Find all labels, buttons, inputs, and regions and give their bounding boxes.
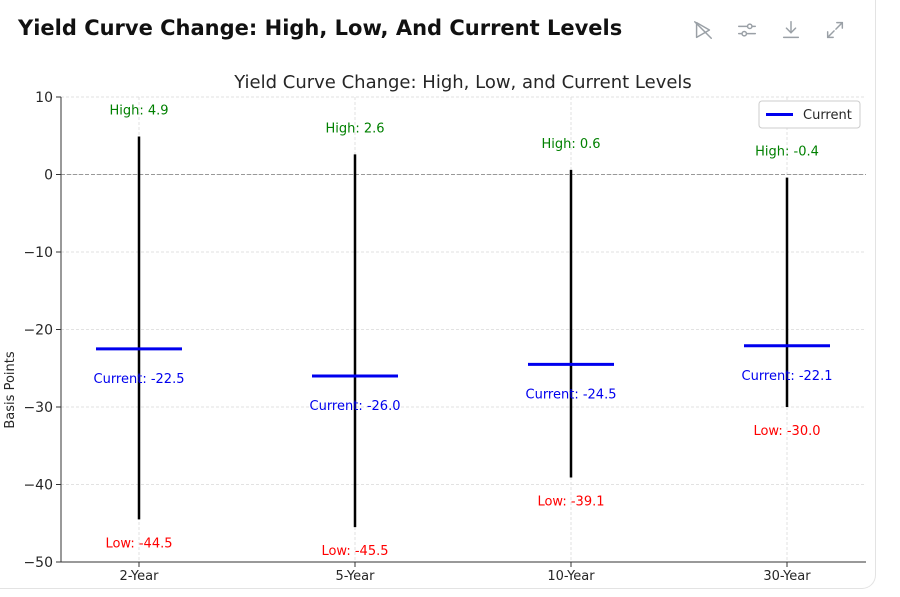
legend-current-label: Current [803,108,852,123]
x-tick-label: 10-Year [547,569,595,584]
chart: Yield Curve Change: High, Low, and Curre… [3,72,866,584]
settings-sliders-icon [738,23,756,37]
x-tick-label: 2-Year [120,569,160,584]
y-tick-label: −10 [23,245,53,261]
y-tick-label: 10 [35,90,53,106]
legend: Current [758,100,861,129]
y-tick-label: 0 [44,168,53,184]
hide-code-button[interactable] [688,16,718,44]
high-label: High: 4.9 [109,104,168,119]
download-icon [782,21,800,39]
y-tick-label: −50 [23,555,53,571]
current-label: Current: -22.5 [94,372,185,387]
y-axis-label: Basis Points [3,351,18,428]
low-label: Low: -45.5 [321,544,388,559]
current-label: Current: -22.1 [742,369,833,384]
low-label: Low: -44.5 [105,536,172,551]
current-label: Current: -24.5 [526,387,617,402]
legend-box [758,100,861,129]
x-tick-label: 30-Year [763,569,811,584]
chart-title: Yield Curve Change: High, Low, and Curre… [233,72,692,93]
axes-layer: 10 0 −10 −20 −30 −40 −50 2-Year 5-Year 10-Year 30-… [23,90,866,584]
chart-card: Yield Curve Change: High, Low, And Curre… [0,0,876,589]
high-label: High: -0.4 [755,145,819,160]
expand-icon [826,21,844,39]
settings-button[interactable] [732,16,762,44]
page-title: Yield Curve Change: High, Low, And Curre… [18,16,623,40]
low-label: Low: -39.1 [537,495,604,510]
y-tick-label: −20 [23,323,53,339]
high-label: High: 0.6 [541,137,600,152]
current-label: Current: -26.0 [310,399,401,414]
high-label: High: 2.6 [325,121,384,136]
y-tick-label: −40 [23,478,53,494]
x-tick-label: 5-Year [336,569,376,584]
grid-layer [61,96,866,563]
hide-code-icon [694,21,712,39]
chart-toolbar [688,16,850,44]
low-label: Low: -30.0 [753,424,820,439]
expand-button[interactable] [820,16,850,44]
marks-layer: High: 4.9 Low: -44.5 Current: -22.5 High: 2… [94,104,833,560]
download-button[interactable] [776,16,806,44]
y-tick-label: −30 [23,400,53,416]
